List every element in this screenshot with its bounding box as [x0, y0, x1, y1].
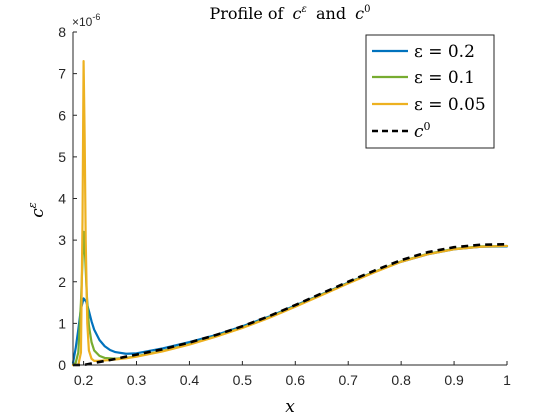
series-line-4	[73, 242, 508, 367]
legend-label-eps-0.05: ε = 0.05	[414, 95, 486, 115]
legend-c0-base: c	[414, 122, 424, 142]
y-tick-label: 5	[58, 149, 66, 165]
legend-label-eps-0.1: ε = 0.1	[414, 68, 475, 88]
y-exponent-base: ×10	[72, 15, 93, 29]
y-tick-label: 0	[58, 357, 66, 373]
y-tick-label: 2	[58, 274, 66, 290]
chart-title: Profile of cε and c0	[209, 0, 370, 23]
y-label-superscript: ε	[26, 202, 39, 208]
series-layer	[71, 60, 509, 367]
x-tick-label: 0.8	[391, 372, 411, 388]
y-tick-label: 8	[58, 24, 66, 40]
y-tick-label: 1	[58, 315, 66, 331]
x-tick-label: 0.3	[127, 372, 147, 388]
x-tick-label: 0.9	[444, 372, 464, 388]
series-line-3	[71, 60, 509, 367]
x-tick-label: 0.2	[74, 372, 94, 388]
y-axis-label: cε	[26, 202, 48, 218]
y-tick-label: 7	[58, 66, 66, 82]
tick-labels: 0.2 0.3 0.4 0.5 0.6 0.7 0.8 0.9 1 0 1 2 3 4 5 6 7 8	[58, 24, 511, 388]
x-tick-label: 0.5	[233, 372, 253, 388]
y-tick-label: 3	[58, 232, 66, 248]
x-tick-label: 0.6	[286, 372, 306, 388]
x-axis-label: x	[285, 397, 295, 417]
title-c0-symbol: c	[355, 4, 364, 23]
legend-c0-superscript: 0	[424, 120, 431, 133]
y-label-base: c	[28, 208, 48, 218]
x-tick-label: 0.7	[338, 372, 358, 388]
axes-layer	[72, 31, 508, 366]
title-prefix: Profile of	[209, 4, 284, 23]
legend-label-eps-0.2: ε = 0.2	[414, 42, 475, 62]
title-and: and	[316, 4, 346, 23]
legend: ε = 0.2 ε = 0.1 ε = 0.05 c0	[365, 34, 495, 149]
y-tick-label: 6	[58, 107, 66, 123]
title-c-symbol: c	[293, 4, 302, 23]
title-zero-superscript: 0	[364, 4, 370, 15]
y-exponent-power: -6	[92, 12, 100, 22]
title-eps-superscript: ε	[302, 4, 307, 15]
legend-label-c0: c0	[414, 120, 431, 142]
legend-box	[365, 34, 495, 149]
x-tick-label: 1	[503, 372, 511, 388]
y-exponent-label: ×10-6	[72, 12, 100, 29]
y-tick-label: 4	[58, 191, 66, 207]
x-tick-label: 0.4	[180, 372, 200, 388]
